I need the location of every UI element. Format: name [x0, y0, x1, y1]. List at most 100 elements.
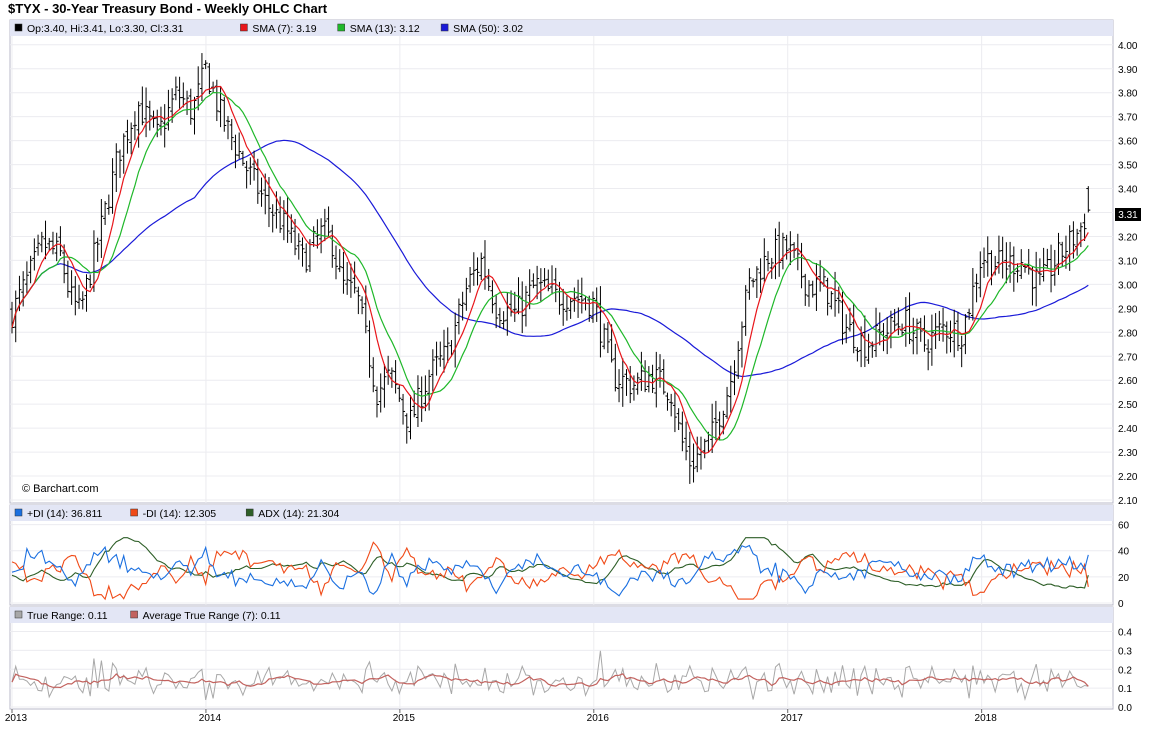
ohlc-bar — [806, 280, 811, 307]
ohlc-bar — [609, 324, 614, 363]
ohlc-bar — [259, 177, 264, 207]
ohlc-bar — [535, 265, 540, 300]
ohlc-bar — [170, 88, 175, 123]
ohlc-bar — [605, 322, 610, 354]
ohlc-bar — [423, 375, 428, 412]
ohlc-bar — [576, 279, 581, 318]
ohlc-bar — [129, 122, 134, 155]
x-tick-label: 2016 — [587, 713, 610, 724]
price-tick-label: 2.80 — [1118, 328, 1138, 339]
ohlc-bar — [542, 268, 547, 287]
ohlc-bar — [471, 252, 476, 286]
ohlc-bar — [95, 237, 100, 262]
ohlc-bar — [751, 278, 756, 288]
ohlc-bar — [676, 408, 681, 431]
ohlc-bar — [356, 286, 361, 315]
ohlc-bar — [628, 366, 633, 404]
legend-swatch — [14, 508, 23, 517]
atr-line — [11, 673, 1089, 689]
ohlc-bar — [430, 349, 435, 392]
ohlc-bar — [252, 150, 257, 181]
ohlc-bar — [896, 307, 901, 336]
dmi-grid — [10, 521, 1113, 605]
ohlc-bar — [892, 309, 897, 332]
ohlc-bar — [73, 276, 78, 316]
sma7-line — [11, 85, 1089, 455]
ohlc-bar — [967, 308, 972, 320]
ohlc-bar — [702, 438, 707, 459]
price-tick-label: 2.50 — [1118, 400, 1138, 411]
ohlc-bar — [177, 76, 182, 109]
ohlc-bar — [188, 88, 193, 125]
ohlc-bar — [181, 82, 186, 108]
price-tick-label: 3.50 — [1118, 161, 1138, 172]
price-tick-label: 3.90 — [1118, 65, 1138, 76]
ohlc-bar — [840, 291, 845, 345]
ohlc-bar — [244, 160, 249, 189]
ohlc-bar — [412, 390, 417, 418]
ohlc-bar — [874, 307, 879, 358]
legend-label: ADX (14): 21.304 — [258, 508, 339, 520]
tr-tick-label: 0.0 — [1118, 703, 1132, 714]
ohlc-bar — [531, 273, 536, 289]
price-tick-label: 2.30 — [1118, 448, 1138, 459]
ohlc-bar — [728, 365, 733, 413]
x-tick-label: 2018 — [975, 713, 998, 724]
price-legend: Op:3.40, Hi:3.41, Lo:3.30, Cl:3.31 SMA (7… — [14, 23, 523, 35]
ohlc-bar — [725, 386, 730, 419]
x-tick-label: 2017 — [781, 713, 804, 724]
price-tick-label: 2.70 — [1118, 352, 1138, 363]
ohlc-bar — [494, 294, 499, 329]
dmi-tick-label: 20 — [1118, 573, 1130, 584]
ohlc-bar — [140, 86, 145, 126]
ohlc-bar — [84, 274, 89, 312]
ohlc-bar — [810, 280, 815, 298]
ohlc-bar — [103, 201, 108, 225]
true-range-panel — [9, 606, 1114, 710]
ohlc-bar — [1052, 249, 1057, 286]
ohlc-bar — [352, 261, 357, 294]
legend-swatch — [240, 23, 248, 32]
ohlc-bar — [110, 158, 115, 214]
tr-tick-label: 0.2 — [1118, 665, 1132, 676]
ohlc-bar — [862, 315, 867, 368]
sma7-path — [11, 85, 1089, 455]
ohlc-bar — [147, 100, 152, 131]
minus-di-path — [11, 541, 1089, 601]
minus-di-line — [11, 541, 1089, 601]
ohlc-bar — [579, 277, 584, 314]
ohlc-bar — [713, 400, 718, 441]
ohlc-bar — [47, 237, 52, 251]
ohlc-bar — [226, 115, 231, 140]
ohlc-bar — [341, 251, 346, 294]
ohlc-bar — [665, 392, 670, 411]
tr-legend: True Range: 0.11 Average True Range (7): … — [14, 610, 281, 622]
ohlc-bar — [43, 220, 48, 260]
ohlc-bar — [631, 375, 636, 401]
tr-grid — [10, 623, 1113, 709]
dmi-legend: +DI (14): 36.811 -DI (14): 12.305 ADX (14)… — [14, 508, 339, 520]
ohlc-bar — [62, 244, 67, 284]
ohlc-bar — [747, 268, 752, 300]
ohlc-bar — [561, 288, 566, 326]
ohlc-bar — [278, 196, 283, 233]
ohlc-bar — [345, 262, 350, 295]
ohlc-bar — [281, 200, 286, 241]
legend-label: Op:3.40, Hi:3.41, Lo:3.30, Cl:3.31 — [27, 23, 184, 35]
last-price-badge-bg — [1115, 208, 1141, 221]
ohlc-bar — [378, 373, 383, 413]
ohlc-bar — [50, 231, 55, 255]
ohlc-bar — [617, 369, 622, 403]
legend-label: SMA (7): 3.19 — [252, 23, 316, 35]
ohlc-bar — [192, 96, 197, 135]
ohlc-bar — [330, 224, 335, 268]
dmi-axis: 0 20 40 60 — [1118, 521, 1130, 610]
ohlc-bar — [479, 252, 484, 280]
ohlc-bar — [691, 443, 696, 483]
ohlc-bar — [780, 232, 785, 270]
ohlc-bar — [374, 386, 379, 418]
ohlc-bar — [389, 367, 394, 388]
ohlc-bar — [468, 267, 473, 293]
ohlc-bar — [464, 277, 469, 311]
ohlc-bar — [512, 291, 517, 322]
